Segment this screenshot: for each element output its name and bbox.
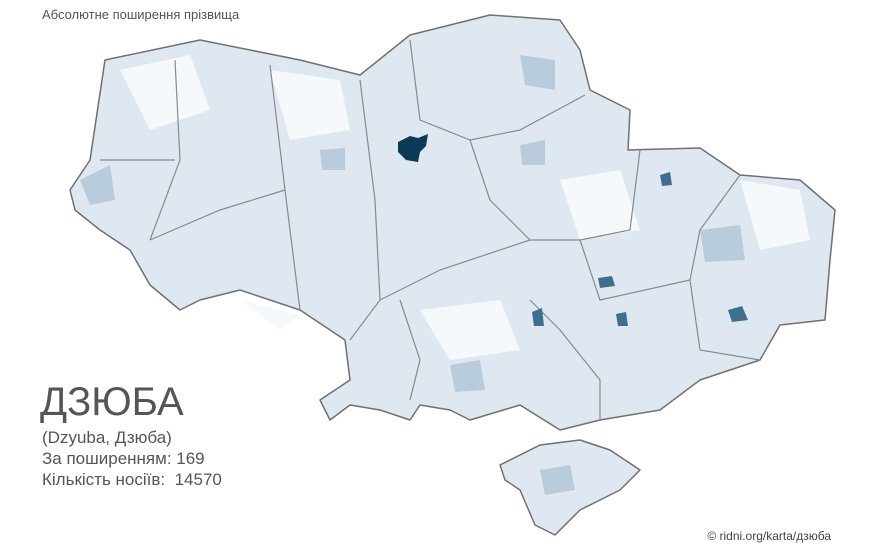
- surname: ДЗЮБА: [40, 380, 184, 424]
- rank: За поширенням: 169: [42, 449, 205, 468]
- medium-regions: [80, 55, 745, 495]
- map-title: Абсолютне поширення прізвища: [42, 7, 240, 22]
- source-link[interactable]: © ridni.org/karta/дзюба: [707, 529, 831, 543]
- oblast-borders: [100, 39, 761, 420]
- variants: (Dzyuba, Дзюба): [42, 428, 172, 447]
- dark-spots: [532, 172, 748, 326]
- kyiv-region: [398, 134, 428, 162]
- count: Кількість носіїв: 14570: [42, 470, 222, 489]
- light-regions: [120, 55, 810, 360]
